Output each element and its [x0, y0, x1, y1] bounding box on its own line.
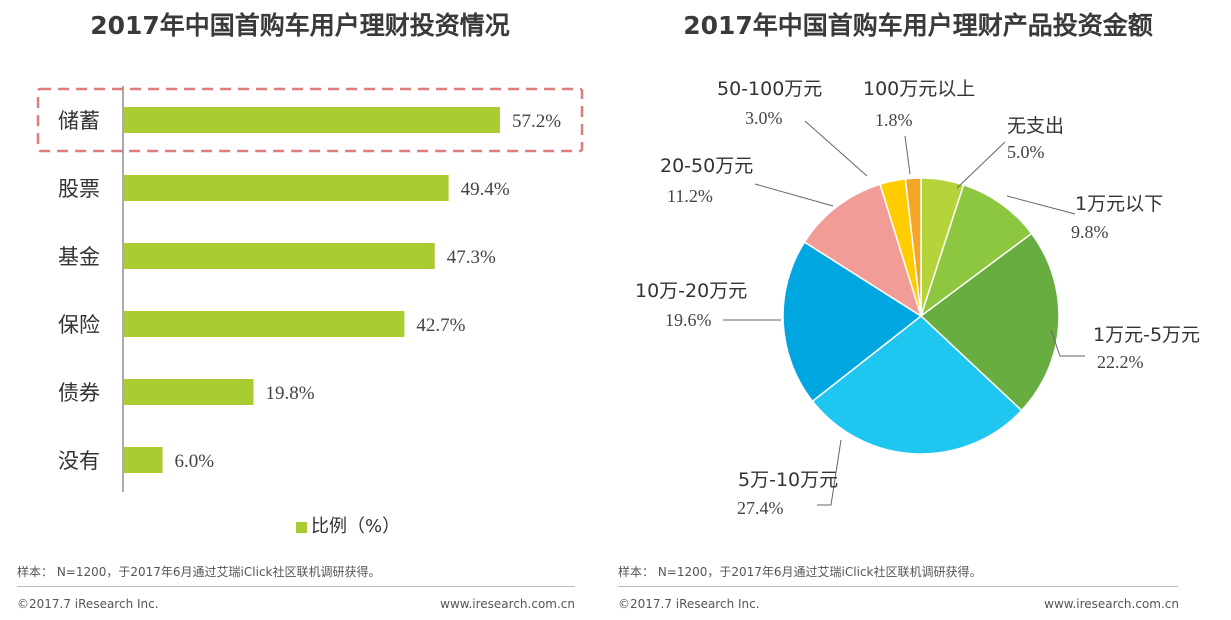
copyright: ©2017.7 iResearch Inc.	[17, 597, 159, 611]
legend-swatch	[296, 521, 307, 533]
value-label: 49.4%	[461, 179, 510, 200]
leader-line	[1050, 329, 1085, 357]
pie-slice	[811, 315, 1023, 455]
website-link[interactable]: www.iresearch.com.cn	[440, 597, 575, 611]
right-chart-panel: 2017年中国首购车用户理财产品投资金额 无支出 5.0% 1万元以下 9.8% 1万元…	[605, 0, 1231, 620]
value-label: 47.3%	[447, 247, 496, 268]
value-label: 6.0%	[175, 451, 215, 472]
category-label: 股票	[58, 177, 100, 201]
bar	[123, 175, 449, 201]
sample-note: 样本： N=1200，于2017年6月通过艾瑞iClick社区联机调研获得。	[17, 565, 381, 579]
bar	[123, 379, 254, 405]
slice-value-label: 3.0%	[745, 108, 783, 128]
category-label: 基金	[58, 245, 100, 269]
legend-label: 比例（%）	[311, 516, 401, 537]
bar	[123, 107, 500, 133]
copyright: ©2017.7 iResearch Inc.	[618, 597, 760, 611]
slice-value-label: 9.8%	[1071, 222, 1109, 242]
category-label: 没有	[58, 449, 100, 473]
pie-slice	[919, 183, 1033, 319]
highlight-box	[36, 87, 584, 153]
pie-slice	[904, 177, 922, 317]
value-label: 42.7%	[416, 315, 465, 336]
sample-note: 样本： N=1200，于2017年6月通过艾瑞iClick社区联机调研获得。	[618, 565, 982, 579]
slice-name-label: 20-50万元	[660, 155, 753, 177]
value-label: 57.2%	[512, 111, 561, 132]
slice-value-label: 22.2%	[1097, 352, 1144, 372]
slice-value-label: 5.0%	[1007, 142, 1045, 162]
left-chart-title: 2017年中国首购车用户理财投资情况	[90, 11, 510, 40]
slice-name-label: 1万元-5万元	[1093, 324, 1200, 346]
bar	[123, 311, 405, 337]
footer-divider	[618, 586, 1178, 587]
bar	[123, 243, 435, 269]
slice-name-label: 5万-10万元	[738, 469, 838, 491]
bar-legend: 比例（%）	[296, 512, 400, 538]
slice-value-label: 11.2%	[667, 186, 713, 206]
category-label: 保险	[58, 313, 100, 337]
slice-name-label: 50-100万元	[717, 78, 822, 100]
leader-line	[804, 120, 868, 177]
leader-line	[956, 141, 1006, 189]
slice-value-label: 27.4%	[737, 498, 784, 518]
footer-divider	[17, 586, 575, 587]
bar-chart: 储蓄 57.2% 股票 49.4% 基金 47.3% 保险 42.7% 债券 19.8% 没有 6.0…	[36, 86, 584, 492]
pie-chart: 无支出 5.0% 1万元以下 9.8% 1万元-5万元 22.2% 5万-10万元 27.4%…	[635, 78, 1200, 518]
leader-line	[817, 439, 842, 506]
slice-name-label: 100万元以上	[863, 78, 975, 100]
category-label: 债券	[58, 381, 100, 405]
slice-name-label: 1万元以下	[1075, 193, 1163, 215]
right-chart-title: 2017年中国首购车用户理财产品投资金额	[683, 11, 1153, 40]
pie-slice	[803, 183, 923, 318]
bar	[123, 447, 163, 473]
slice-value-label: 1.8%	[875, 110, 913, 130]
left-chart-panel: 2017年中国首购车用户理财投资情况 储蓄 57.2% 股票 49.4% 基金 47.3%…	[0, 0, 600, 620]
category-label: 储蓄	[58, 109, 100, 133]
value-label: 19.8%	[266, 383, 315, 404]
slice-name-label: 无支出	[1007, 115, 1064, 137]
slice-value-label: 19.6%	[665, 310, 712, 330]
leader-line	[1006, 195, 1076, 215]
slice-name-label: 10万-20万元	[635, 280, 747, 302]
pie-slice	[919, 232, 1060, 412]
pie-slice	[782, 241, 923, 403]
leader-line	[904, 135, 911, 175]
website-link[interactable]: www.iresearch.com.cn	[1044, 597, 1179, 611]
leader-line	[754, 183, 834, 207]
